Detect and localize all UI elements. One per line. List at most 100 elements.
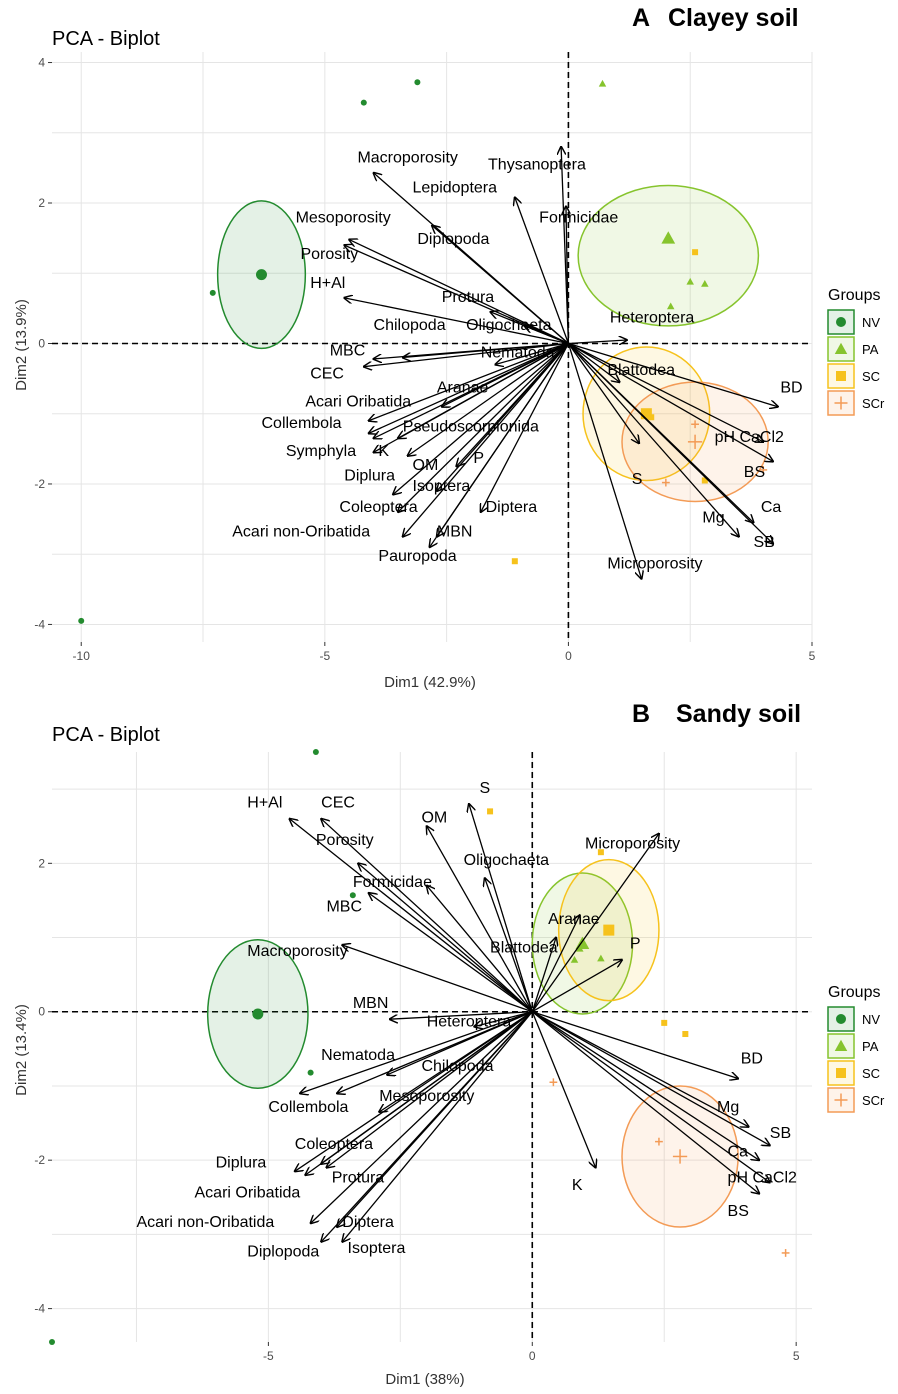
panel-b-point-nv [49, 1339, 55, 1345]
legend-label-pa: PA [862, 342, 879, 357]
panel-b-arrow-oligochaeta [485, 878, 533, 1012]
panel-a-label-bs: BS [744, 464, 765, 481]
panel-a-arrow-acari-non-oribatida [403, 343, 569, 536]
panel-b-arrow-sb [531, 1011, 770, 1146]
panel-a-point-nv [78, 617, 85, 624]
panel-a-point-nv [414, 79, 421, 86]
panel-a-point-scr [759, 466, 768, 474]
panel-a-arrow-s [567, 343, 639, 443]
panel-b-legend: Groups NV PA SC SCr [827, 984, 885, 1113]
panel-a-title: PCA - Biplot [52, 28, 160, 50]
panel-a-label-microporosity: Microporosity [607, 555, 702, 572]
panel-b-arrow-mbc [369, 893, 533, 1013]
panel-b-title: PCA - Biplot [52, 724, 160, 746]
panel-b-point-scr [549, 1078, 558, 1087]
panel-a-label-porosity: Porosity [300, 246, 358, 263]
panel-b-label-diplura: Diplura [216, 1155, 267, 1172]
panel-a-arrow-h-al [344, 298, 569, 345]
panel-b-point-sc [661, 1019, 668, 1026]
panel-a-arrow-mbc [374, 342, 569, 358]
panel-b-label-mg: Mg [717, 1099, 739, 1116]
panel-b-legend-title: Groups [828, 984, 880, 1001]
panel-a-point-nv [209, 289, 216, 296]
panel-a-label-thysanoptera: Thysanoptera [488, 156, 586, 173]
panel-a-centroid-pa [661, 231, 676, 244]
panel-a-label-chilopoda: Chilopoda [374, 317, 446, 334]
panel-a-label-macroporosity: Macroporosity [357, 149, 457, 166]
panel-b-label-ca: Ca [728, 1143, 749, 1160]
panel-a-subtitle: Clayey soil [668, 4, 799, 32]
panel-a-legend-title: Groups [828, 287, 880, 304]
legend-symbol-pa [834, 342, 848, 354]
panel-a-label-diptera: Diptera [486, 499, 538, 516]
panel-a-arrow-pauropoda [437, 343, 569, 536]
panel-b-x-tick-label: 5 [793, 1349, 800, 1363]
panel-b-subtitle: Sandy soil [676, 700, 801, 728]
panel-b-arrow-ph-cacl2 [531, 1011, 770, 1183]
panel-b-label-porosity: Porosity [316, 832, 374, 849]
panel-a-centroid-scr [687, 434, 703, 449]
panel-b-arrow-diplura [295, 1011, 533, 1172]
panel-a-point-pa [666, 302, 675, 310]
panel-a-arrow-oligochaeta [525, 326, 569, 345]
panel-b-arrow-acari-oribatida [305, 1011, 533, 1175]
panel-b-arrow-collembola [300, 1011, 533, 1094]
panel-a-arrow-bs [568, 342, 773, 461]
legend-symbol-sc [836, 371, 846, 381]
panel-b-x-tick-label: -5 [263, 1349, 274, 1363]
panel-a-label-protura: Protura [442, 289, 495, 306]
panel-a-point-sc [692, 249, 699, 256]
legend-key-pa [827, 1033, 855, 1059]
panel-a-arrow-symphyla [374, 342, 569, 452]
panel-a-x-tick-label: -10 [73, 649, 91, 663]
panel-a-label-mg: Mg [702, 510, 724, 527]
panel-b-centroid-sc [603, 924, 615, 936]
panel-b-y-tick-label: 2 [38, 856, 45, 870]
panel-b-label-cec: CEC [321, 795, 355, 812]
panel-a-label-acari-non-oribatida: Acari non-Oribatida [232, 524, 370, 541]
panel-a-arrow-diptera [481, 343, 569, 512]
legend-key-pa [827, 336, 855, 362]
panel-b-label-blattodea: Blattodea [490, 939, 558, 956]
panel-a-point-pa [701, 280, 709, 287]
panel-b-arrow-acari-non-oribatida [311, 1011, 533, 1224]
panel-b-label-h-al: H+Al [247, 795, 282, 812]
panel-b-arrow-protura [326, 1011, 533, 1168]
panel-b-point-nv [312, 749, 319, 755]
panel-b-label-aranae: Aranae [548, 911, 600, 928]
panel-a-x-axis-label: Dim1 (42.9%) [384, 674, 476, 691]
panel-a-arrow-bd [568, 342, 777, 406]
panel-a-arrow-microporosity [567, 343, 641, 578]
panel-b-label-diptera: Diptera [342, 1214, 394, 1231]
panel-b-y-tick-label: -4 [34, 1302, 45, 1316]
panel-a-arrow-lepidoptera [515, 197, 570, 344]
panel-b-label-nematoda: Nematoda [321, 1047, 395, 1064]
panel-a-label-sb: SB [754, 534, 775, 551]
panel-a-label-ca: Ca [761, 499, 782, 516]
panel-a-label-s: S [632, 471, 643, 488]
panel-b-label-diplopoda: Diplopoda [247, 1244, 319, 1261]
panel-b-grid [52, 752, 812, 1342]
panel-b-point-scr [655, 1137, 663, 1146]
panel-a-label-pauropoda: Pauropoda [378, 548, 456, 565]
panel-a-arrow-k [374, 342, 569, 438]
panel-a-plot-area: -10 -5 0 5 -4 -2 0 2 4 Macroporosity Thysanoptera L… [34, 52, 816, 663]
legend-label-nv: NV [862, 315, 880, 330]
legend-label-scr: SCr [862, 396, 885, 411]
panel-a-label-oligochaeta: Oligochaeta [466, 317, 551, 334]
panel-a-centroid-sc [640, 408, 652, 420]
panel-b-point-sc [597, 849, 604, 856]
panel-a-x-tick-label: -5 [319, 649, 330, 663]
panel-b-arrow-bs [531, 1011, 759, 1194]
panel-a-point-nv [360, 99, 367, 106]
panel-b-arrow-chilopoda [387, 1011, 533, 1075]
panel-a-ellipse-pa [577, 184, 760, 327]
panel-a-arrow-ph-cacl2 [568, 342, 763, 441]
panel-b-arrow-bd [532, 1011, 738, 1079]
panel-b-arrow-porosity [358, 863, 533, 1013]
panel-b-point-sc [682, 1031, 689, 1038]
panel-a-label-acari-oribatida: Acari Oribatida [305, 394, 411, 411]
panel-a-point-scr [661, 478, 670, 487]
panel-a-label-cec: CEC [310, 366, 344, 383]
